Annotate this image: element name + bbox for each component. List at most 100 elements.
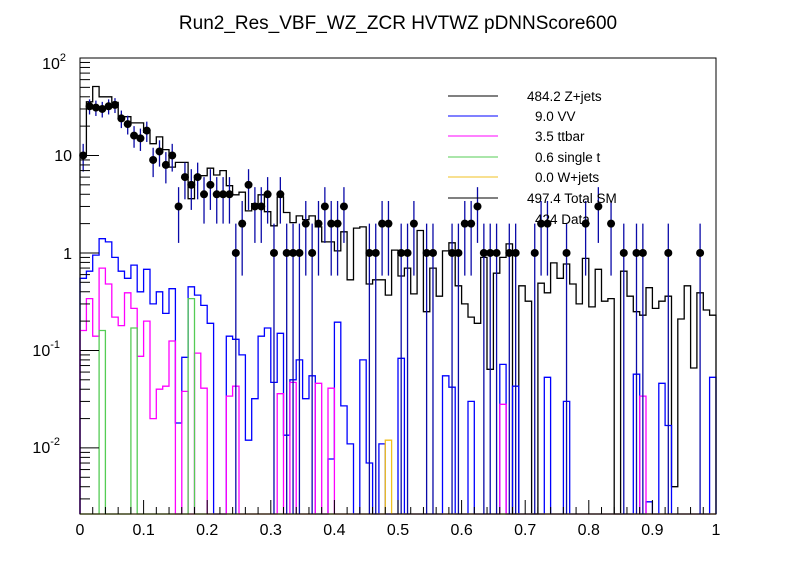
data-point: [562, 223, 571, 514]
data-marker: [136, 134, 145, 143]
data-point: [225, 177, 234, 224]
data-point: [257, 187, 266, 243]
data-point: [180, 162, 189, 200]
data-marker: [638, 248, 647, 257]
data-marker: [537, 219, 546, 228]
data-point: [161, 152, 170, 184]
data-point: [320, 187, 329, 243]
data-point: [428, 223, 437, 514]
data-point: [365, 223, 374, 514]
data-marker: [581, 219, 590, 228]
data-point: [492, 223, 501, 514]
data-marker: [110, 100, 119, 109]
data-marker: [664, 248, 673, 257]
y-tick-label: 102: [42, 52, 66, 73]
data-marker: [492, 248, 501, 257]
data-marker: [200, 190, 209, 199]
data-point: [301, 200, 310, 276]
data-marker: [454, 248, 463, 257]
data-marker: [295, 248, 304, 257]
legend-label-ttbar: 3.5 ttbar: [535, 129, 585, 144]
data-point: [619, 223, 628, 514]
chart-title: Run2_Res_VBF_WZ_ZCR HVTWZ pDNNScore600: [179, 13, 617, 34]
data-marker: [257, 202, 266, 211]
data-marker: [594, 202, 603, 211]
y-tick-label: 10-2: [32, 436, 60, 457]
data-marker: [371, 248, 380, 257]
data-marker: [219, 190, 228, 199]
x-tick-label: 1: [712, 522, 721, 539]
data-point: [333, 200, 342, 276]
data-marker: [244, 180, 253, 189]
data-point: [282, 223, 291, 514]
x-tick-labels: 0 0.1 0.2 0.3 0.4 0.5 0.6 0.7 0.8 0.9 1: [76, 522, 721, 539]
data-point: [664, 223, 673, 514]
data-marker: [403, 248, 412, 257]
data-marker: [161, 160, 170, 169]
data-point: [193, 162, 202, 200]
data-marker: [269, 248, 278, 257]
data-marker: [619, 248, 628, 257]
data-marker: [238, 219, 247, 228]
data-marker: [206, 180, 215, 189]
data-point: [384, 200, 393, 276]
data-marker: [212, 190, 221, 199]
y-tick-label: 10-1: [32, 339, 60, 360]
data-points-layer: [79, 98, 705, 514]
data-point: [123, 115, 132, 135]
data-point: [295, 223, 304, 514]
x-tick-label: 0: [76, 522, 85, 539]
legend-label-zjets: 484.2 Z+jets: [527, 89, 602, 104]
data-marker: [250, 202, 259, 211]
data-point: [130, 126, 139, 148]
data-marker: [123, 120, 132, 129]
data-marker: [511, 248, 520, 257]
data-marker: [333, 219, 342, 228]
data-marker: [467, 219, 476, 228]
data-point: [632, 223, 641, 514]
data-point: [238, 200, 247, 276]
data-point: [454, 223, 463, 514]
data-marker: [378, 219, 387, 228]
data-marker: [308, 248, 317, 257]
legend-label-total-sm: 497.4 Total SM: [527, 191, 617, 206]
data-marker: [289, 248, 298, 257]
x-tick-label: 0.4: [323, 522, 345, 539]
data-marker: [632, 248, 641, 257]
data-point: [85, 99, 94, 115]
data-point: [339, 187, 348, 243]
data-point: [308, 223, 317, 514]
data-point: [168, 143, 177, 172]
data-point: [511, 223, 520, 514]
data-point: [543, 200, 552, 276]
data-marker: [155, 147, 164, 156]
data-point: [142, 121, 151, 142]
data-marker: [276, 190, 285, 199]
data-point: [327, 200, 336, 276]
data-point: [460, 200, 469, 276]
data-marker: [117, 114, 126, 123]
data-point: [422, 223, 431, 514]
data-point: [486, 223, 495, 514]
data-marker: [696, 248, 705, 257]
x-tick-label: 0.2: [196, 522, 218, 539]
data-marker: [460, 219, 469, 228]
data-point: [91, 100, 100, 116]
data-point: [371, 223, 380, 514]
data-point: [149, 147, 158, 178]
data-marker: [543, 219, 552, 228]
data-point: [537, 200, 546, 276]
data-marker: [397, 248, 406, 257]
data-marker: [231, 248, 240, 257]
data-marker: [130, 131, 139, 140]
data-point: [136, 128, 145, 151]
data-marker: [486, 248, 495, 257]
data-marker: [149, 155, 158, 164]
data-marker: [607, 219, 616, 228]
data-marker: [85, 102, 94, 111]
data-marker: [530, 248, 539, 257]
data-point: [231, 223, 240, 514]
histogram-layer: [79, 85, 717, 515]
x-tick-label: 0.7: [514, 522, 536, 539]
